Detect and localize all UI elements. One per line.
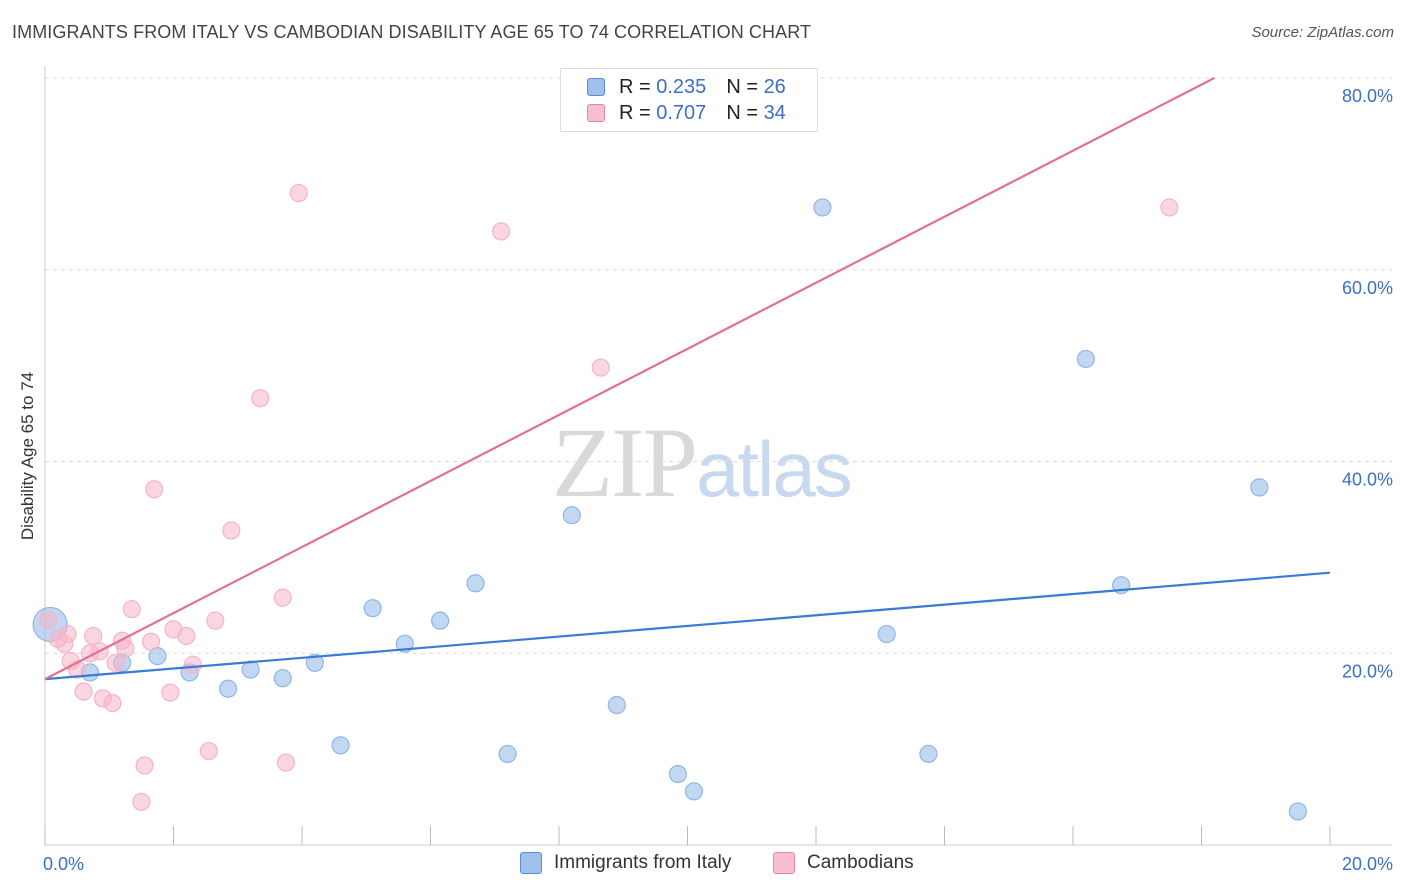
chart-title: IMMIGRANTS FROM ITALY VS CAMBODIAN DISAB… xyxy=(12,22,812,42)
trend-line-cambodians xyxy=(44,77,1215,681)
point-cambodians xyxy=(135,756,154,775)
legend-n-value: 26 xyxy=(763,75,786,98)
point-cambodians xyxy=(74,682,93,701)
legend-swatch-cambodians xyxy=(587,104,605,122)
point-cambodians xyxy=(183,655,202,674)
point-cambodians xyxy=(122,600,141,619)
y-tick-label: 80.0% xyxy=(1342,86,1393,106)
watermark-atlas: atlas xyxy=(696,425,853,513)
point-italy xyxy=(1076,349,1095,369)
point-cambodians xyxy=(84,626,103,646)
point-cambodians xyxy=(39,610,58,629)
point-italy xyxy=(219,679,238,698)
legend-label-cambodians: Cambodians xyxy=(807,852,914,873)
point-italy xyxy=(305,653,324,672)
point-cambodians xyxy=(103,694,122,713)
point-italy xyxy=(607,695,626,715)
point-italy xyxy=(431,611,450,630)
point-cambodians xyxy=(222,521,241,540)
point-italy xyxy=(1250,478,1269,497)
point-cambodians xyxy=(199,741,218,761)
point-cambodians xyxy=(145,480,164,499)
legend-item-cambodians: Cambodians xyxy=(773,852,914,874)
watermark-zip: ZIP xyxy=(552,407,698,518)
point-cambodians xyxy=(1160,198,1179,217)
legend-r-label: R = xyxy=(619,101,651,124)
point-cambodians xyxy=(251,389,270,408)
point-cambodians xyxy=(273,588,292,607)
point-cambodians xyxy=(141,632,161,651)
point-cambodians xyxy=(206,611,225,630)
legend-label-italy: Immigrants from Italy xyxy=(554,852,732,873)
legend-n-label: N = xyxy=(726,75,758,98)
y-tick-label: 60.0% xyxy=(1342,278,1393,298)
legend-swatch-cambodians xyxy=(773,852,795,874)
stats-legend: R = 0.235 N = 26 R = 0.707 N = 34 xyxy=(560,68,818,132)
point-italy xyxy=(331,736,350,755)
point-italy xyxy=(877,624,896,644)
legend-r-label: R = xyxy=(619,75,651,98)
point-cambodians xyxy=(289,183,308,203)
legend-swatch-italy xyxy=(520,852,542,874)
trend-line-italy xyxy=(44,571,1331,681)
point-cambodians xyxy=(58,624,77,644)
point-italy xyxy=(562,506,581,525)
legend-item-italy: Immigrants from Italy xyxy=(520,852,731,874)
x-tick-label: 0.0% xyxy=(43,854,84,874)
point-cambodians xyxy=(591,358,610,377)
point-cambodians xyxy=(276,753,296,772)
point-cambodians xyxy=(177,626,196,646)
legend-n-value: 34 xyxy=(763,101,786,124)
point-cambodians xyxy=(132,792,151,811)
legend-r-value: 0.235 xyxy=(656,75,707,98)
point-italy xyxy=(813,198,832,217)
point-cambodians xyxy=(106,653,125,672)
legend-row-italy: R = 0.235 N = 26 xyxy=(587,75,786,99)
point-italy xyxy=(919,744,938,764)
legend-n-label: N = xyxy=(726,101,758,124)
point-italy xyxy=(1288,802,1307,821)
point-cambodians xyxy=(161,683,180,702)
point-italy xyxy=(466,574,485,593)
chart-source: Source: ZipAtlas.com xyxy=(1251,24,1394,41)
point-italy xyxy=(668,764,687,784)
legend-row-cambodians: R = 0.707 N = 34 xyxy=(587,101,786,125)
legend-r-value: 0.707 xyxy=(656,101,707,124)
series-legend: Immigrants from Italy Cambodians xyxy=(0,852,1406,878)
y-tick-label: 20.0% xyxy=(1342,661,1393,681)
point-cambodians xyxy=(492,222,511,241)
point-italy xyxy=(273,669,292,688)
point-italy xyxy=(363,599,382,618)
x-tick-label: 20.0% xyxy=(1342,854,1393,874)
legend-swatch-italy xyxy=(587,78,605,96)
point-italy xyxy=(498,744,517,764)
y-tick-label: 40.0% xyxy=(1342,470,1393,490)
point-cambodians xyxy=(116,639,135,658)
point-italy xyxy=(684,782,704,801)
watermark: ZIPatlas xyxy=(552,405,853,520)
